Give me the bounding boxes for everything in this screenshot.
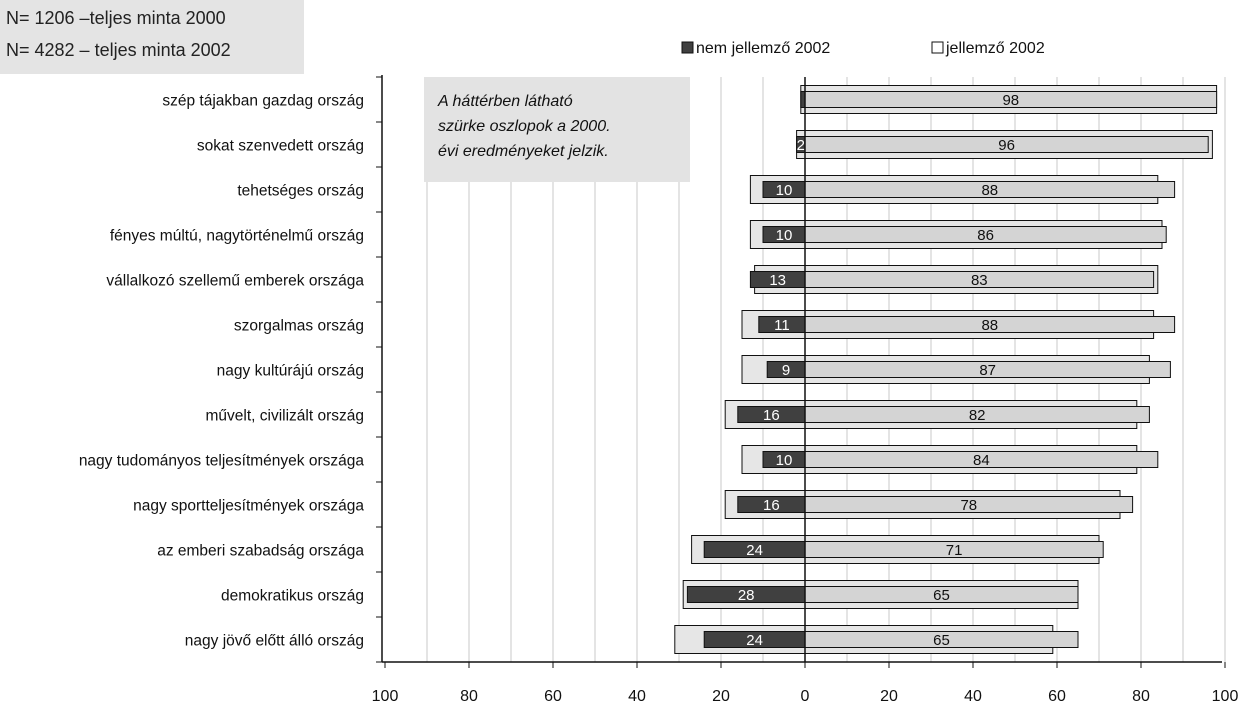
category-label: nagy jövő előtt álló ország: [185, 633, 364, 650]
x-tick-label: 80: [1132, 688, 1150, 705]
x-tick-label: 40: [964, 688, 982, 705]
bar-value-label-jellemzo: 82: [969, 407, 986, 424]
bar-value-label-nem-jellemzo: 10: [776, 452, 793, 469]
bar-value-label-jellemzo: 78: [960, 497, 977, 514]
bar-value-label-jellemzo: 96: [998, 137, 1015, 154]
bar-value-label-nem-jellemzo: 9: [782, 362, 790, 379]
bars: 98 2 96 10 88 10 86 13 83 11 88 9 87 16 82 10 84 16 78 24 71…: [674, 85, 1218, 654]
category-label: tehetséges ország: [237, 183, 364, 200]
x-tick-label: 20: [712, 688, 730, 705]
category-label: fényes múltú, nagytörténelmű ország: [110, 228, 364, 245]
bar-value-label-nem-jellemzo: 24: [746, 632, 763, 649]
note-background: [424, 77, 690, 182]
legend-swatch-jellemzo: [931, 41, 944, 54]
bar-value-label-jellemzo: 65: [933, 587, 950, 604]
category-label: sokat szenvedett ország: [197, 138, 364, 155]
legend: nem jellemző 2002 jellemző 2002: [681, 40, 1045, 57]
axes: szép tájakban gazdag ország sokat szenved…: [79, 75, 1239, 705]
bar-value-label-jellemzo: 86: [977, 227, 994, 244]
bar-value-label-nem-jellemzo: 11: [774, 317, 790, 334]
sample-info-2000: N= 1206 –teljes minta 2000: [6, 8, 226, 28]
legend-label-jellemzo: jellemző 2002: [945, 40, 1045, 57]
bar-value-label-nem-jellemzo: 2: [797, 137, 805, 154]
category-label: nagy kultúrájú ország: [217, 363, 364, 380]
x-tick-label: 60: [544, 688, 562, 705]
bar-value-label-jellemzo: 83: [971, 272, 988, 289]
x-tick-label: 0: [801, 688, 810, 705]
note-line: évi eredményeket jelzik.: [438, 143, 609, 160]
bar-value-label-nem-jellemzo: 24: [746, 542, 763, 559]
bar-value-label-jellemzo: 87: [979, 362, 996, 379]
bar-value-label-nem-jellemzo: 13: [769, 272, 786, 289]
category-label: szorgalmas ország: [234, 318, 364, 335]
bar-value-label-jellemzo: 88: [981, 317, 998, 334]
legend-swatch-nem-jellemzo: [681, 41, 694, 54]
bar-value-label-jellemzo: 71: [946, 542, 963, 559]
legend-label-nem-jellemzo: nem jellemző 2002: [696, 40, 830, 57]
bar-value-label-jellemzo: 98: [1002, 92, 1019, 109]
bar-value-label-jellemzo: 65: [933, 632, 950, 649]
bar-value-label-nem-jellemzo: 16: [763, 497, 780, 514]
category-label: művelt, civilizált ország: [206, 408, 365, 425]
category-label: nagy sportteljesítmények országa: [133, 498, 364, 515]
x-tick-label: 80: [460, 688, 478, 705]
x-tick-label: 60: [1048, 688, 1066, 705]
note-box: A háttérben látható szürke oszlopok a 200…: [424, 77, 690, 182]
bar-value-label-jellemzo: 88: [981, 182, 998, 199]
category-label: nagy tudományos teljesítmények országa: [79, 453, 365, 470]
x-tick-label: 20: [880, 688, 898, 705]
x-tick-label: 40: [628, 688, 646, 705]
bar-value-label-jellemzo: 84: [973, 452, 990, 469]
bar-value-label-nem-jellemzo: 16: [763, 407, 780, 424]
sample-info-2002: N= 4282 – teljes minta 2002: [6, 40, 231, 60]
category-label: vállalkozó szellemű emberek országa: [106, 273, 364, 290]
bar-value-label-nem-jellemzo: 10: [776, 182, 793, 199]
x-tick-label: 100: [372, 688, 399, 705]
category-label: szép tájakban gazdag ország: [162, 93, 364, 110]
note-line: A háttérben látható: [437, 93, 573, 110]
category-label: demokratikus ország: [221, 588, 364, 605]
sample-info-box: N= 1206 –teljes minta 2000 N= 4282 – tel…: [0, 0, 304, 74]
category-label: az emberi szabadság országa: [157, 543, 364, 560]
note-line: szürke oszlopok a 2000.: [438, 118, 611, 135]
bar-value-label-nem-jellemzo: 28: [738, 587, 755, 604]
x-tick-label: 100: [1212, 688, 1239, 705]
bar-value-label-nem-jellemzo: 10: [776, 227, 793, 244]
